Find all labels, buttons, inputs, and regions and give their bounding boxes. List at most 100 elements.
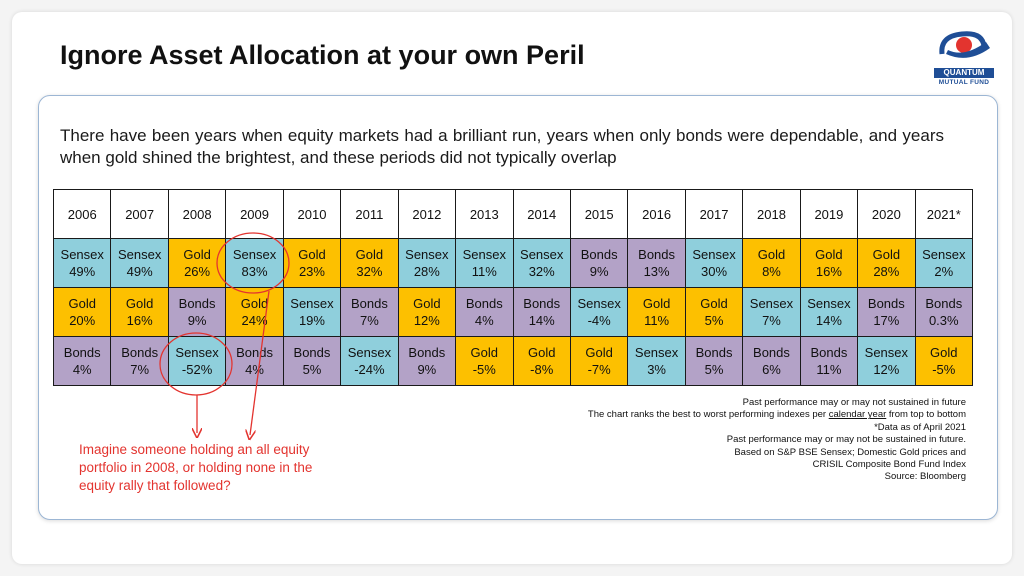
asset-name: Sensex — [60, 247, 104, 262]
asset-name: Sensex — [520, 247, 564, 262]
asset-return: 30% — [701, 264, 728, 279]
table-cell: Gold 12% — [397, 287, 457, 337]
table-cell: Gold -5% — [914, 336, 974, 386]
table-cell: Sensex 14% — [799, 287, 859, 337]
page-title: Ignore Asset Allocation at your own Peri… — [60, 40, 585, 70]
footnote-line: Based on S&P BSE Sensex; Domestic Gold p… — [734, 446, 966, 458]
asset-name: Sensex — [922, 247, 966, 262]
asset-name: Gold — [470, 345, 499, 360]
table-cell: Gold 8% — [742, 238, 801, 288]
asset-name: Gold — [68, 296, 96, 311]
asset-name: Gold — [700, 296, 728, 311]
asset-return: 5% — [704, 313, 724, 328]
asset-return: 14% — [815, 313, 842, 328]
asset-return: 0.3% — [928, 313, 959, 328]
asset-return: 13% — [643, 264, 670, 279]
asset-return: -24% — [354, 362, 385, 377]
asset-return: 6% — [762, 362, 781, 377]
asset-return: 9% — [589, 264, 609, 279]
asset-return: 19% — [298, 313, 325, 328]
table-cell: Bonds 5% — [282, 336, 342, 386]
asset-return: -4% — [587, 313, 611, 328]
asset-return: 49% — [69, 264, 96, 279]
table-cell: Sensex 12% — [857, 336, 916, 386]
footnote-line: Past performance may or may not be susta… — [726, 434, 966, 446]
table-cell: Bonds 9% — [167, 287, 227, 337]
asset-name: Bonds — [236, 345, 273, 360]
table-cell: Gold -7% — [569, 336, 629, 386]
asset-return: 28% — [873, 264, 900, 279]
asset-name: Bonds — [63, 345, 101, 360]
year-header: 2012 — [397, 189, 457, 239]
table-cell: Sensex 11% — [455, 238, 514, 288]
footnote-underlined: calendar year — [828, 409, 887, 421]
highlight-circle-2008 — [159, 332, 233, 396]
table-cell: Sensex 30% — [684, 238, 744, 288]
table-cell: Bonds 7% — [110, 336, 169, 386]
asset-name: Gold — [125, 296, 154, 311]
table-cell: Bonds 0.3% — [914, 287, 974, 337]
asset-return: 14% — [528, 313, 555, 328]
asset-name: Gold — [413, 296, 441, 311]
footnote-line: Past performance may or may not sustaine… — [742, 397, 966, 408]
asset-return: 3% — [647, 362, 666, 377]
asset-return: 7% — [130, 362, 150, 377]
table-cell: Sensex 49% — [110, 238, 169, 288]
footnote-line: Source: Bloomberg — [884, 471, 966, 483]
asset-return: 16% — [815, 264, 842, 279]
asset-return: 24% — [241, 313, 268, 328]
table-cell: Bonds 6% — [742, 336, 801, 386]
quantum-logo: QUANTUM MUTUAL FUND — [934, 28, 994, 90]
asset-return: 9% — [417, 362, 437, 377]
table-cell: Sensex 83% — [225, 238, 284, 288]
asset-name: Gold — [930, 345, 958, 360]
asset-return: 23% — [298, 264, 325, 279]
table-cell: Bonds 11% — [799, 336, 859, 386]
asset-return: 28% — [413, 264, 440, 279]
asset-name: Sensex — [749, 296, 794, 311]
asset-name: Gold — [240, 296, 269, 311]
table-cell: Gold -8% — [512, 336, 571, 386]
asset-return: 32% — [528, 264, 555, 279]
asset-name: Sensex — [232, 247, 277, 262]
asset-name: Sensex — [807, 296, 851, 311]
asset-name: Gold — [585, 345, 613, 360]
asset-name: Bonds — [810, 345, 848, 360]
quantum-logo-icon — [934, 28, 994, 62]
table-cell: Sensex -4% — [569, 287, 629, 337]
asset-return: 32% — [356, 264, 383, 279]
table-cell: Bonds 13% — [627, 238, 686, 288]
asset-name: Bonds — [293, 345, 331, 360]
asset-name: Bonds — [465, 296, 503, 311]
asset-name: Bonds — [867, 296, 905, 311]
table-cell: Gold 5% — [684, 287, 744, 337]
asset-ranking-table: 2006 2007 2008 2009 2010 2011 2012 2013 2014 2015… — [52, 189, 974, 386]
asset-return: 5% — [704, 362, 724, 377]
logo-name: QUANTUM — [934, 68, 994, 78]
asset-return: 4% — [72, 362, 92, 377]
asset-return: 49% — [126, 264, 153, 279]
asset-name: Bonds — [523, 296, 561, 311]
asset-name: Gold — [298, 247, 326, 262]
asset-name: Gold — [872, 247, 901, 262]
asset-name: Bonds — [178, 296, 216, 311]
asset-return: 17% — [873, 313, 900, 328]
table-cell: Gold 11% — [627, 287, 686, 337]
footnotes: Past performance may or may not sustaine… — [588, 397, 966, 484]
footnote-line: *Data as of April 2021 — [874, 421, 966, 433]
table-cell: Bonds 4% — [225, 336, 284, 386]
asset-return: 7% — [360, 313, 379, 328]
asset-name: Sensex — [634, 345, 679, 360]
table-cell: Sensex 7% — [742, 287, 801, 337]
asset-return: -52% — [181, 362, 213, 377]
table-cell: Gold 24% — [225, 287, 284, 337]
table-cell: Gold 20% — [52, 287, 112, 337]
asset-name: Gold — [527, 345, 556, 360]
asset-return: 5% — [302, 362, 322, 377]
year-header: 2010 — [282, 189, 342, 239]
asset-return: 26% — [184, 264, 211, 279]
asset-name: Sensex — [290, 296, 334, 311]
footnote-text: from top to bottom — [886, 409, 966, 421]
table-row: Sensex 49% Sensex 49% Gold 26% Sensex 83% Gold 23… — [52, 238, 974, 288]
asset-return: 12% — [873, 362, 900, 377]
